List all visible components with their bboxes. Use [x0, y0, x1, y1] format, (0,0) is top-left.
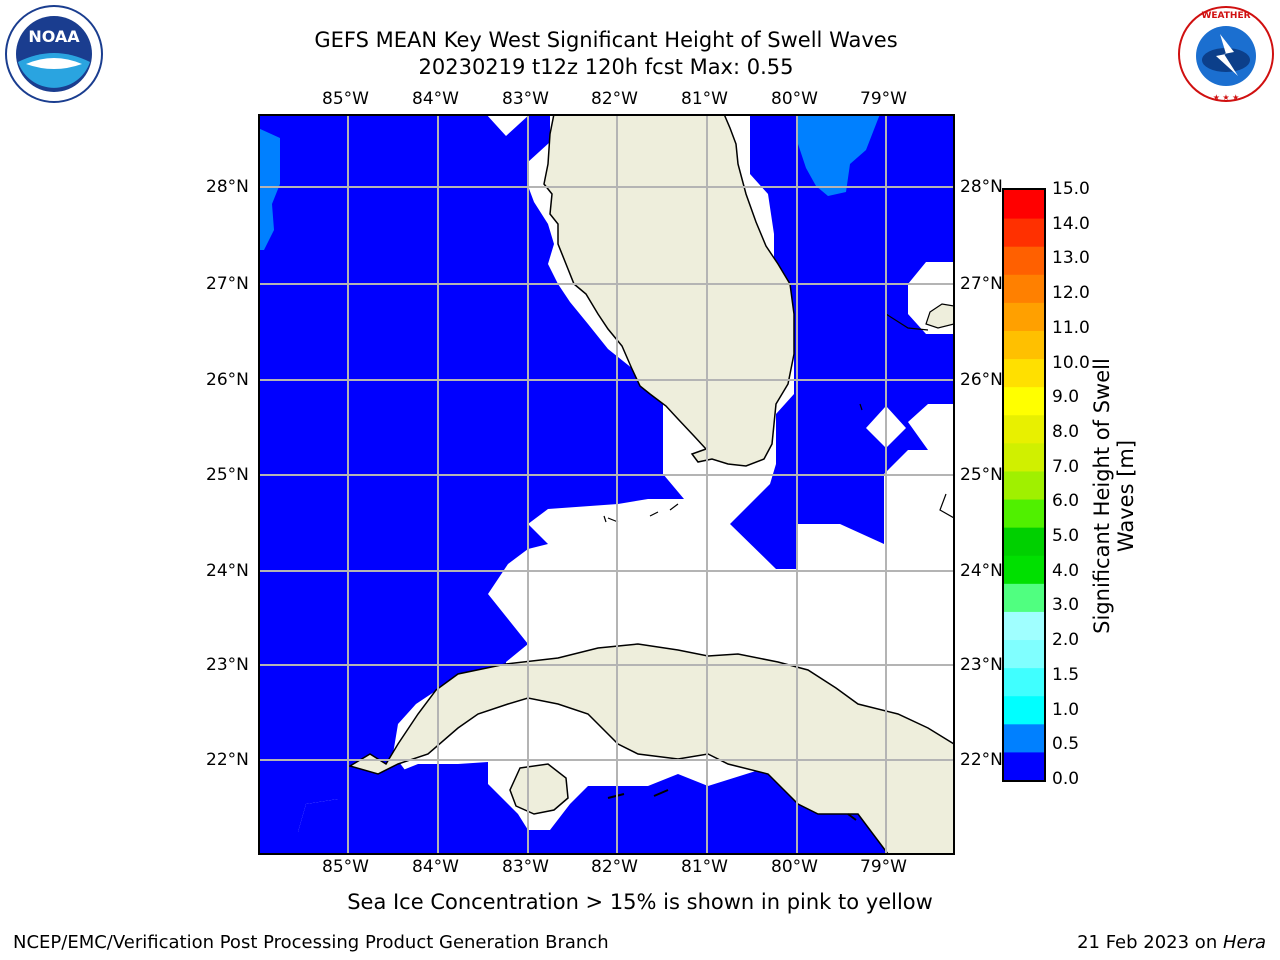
- colorbar-tick-label: 7.0: [1052, 456, 1080, 477]
- colorbar-bin: [1004, 274, 1044, 303]
- colorbar-bin: [1004, 330, 1044, 360]
- lat-label: 22°N: [206, 750, 249, 770]
- lat-label: 28°N: [960, 177, 1003, 197]
- colorbar-bin: [1004, 723, 1044, 753]
- lat-label: 26°N: [206, 370, 249, 390]
- colorbar-tick-label: 1.5: [1052, 664, 1080, 685]
- isle-of-youth: [509, 763, 569, 815]
- colorbar-label: Significant Height of Swell Waves [m]: [1090, 346, 1138, 646]
- lat-label: 25°N: [960, 465, 1003, 485]
- lat-label: 24°N: [206, 561, 249, 581]
- colorbar-bin: [1004, 527, 1044, 556]
- swell-pocket-west: [258, 128, 280, 250]
- footer-credit: NCEP/EMC/Verification Post Processing Pr…: [13, 932, 609, 953]
- svg-text:★ ★ ★: ★ ★ ★: [1213, 93, 1240, 102]
- colorbar-bin: [1004, 499, 1044, 528]
- lon-label: 79°W: [860, 89, 907, 109]
- lat-label: 25°N: [206, 465, 249, 485]
- map-title: GEFS MEAN Key West Significant Height of…: [314, 28, 898, 52]
- colorbar-bin: [1004, 555, 1044, 584]
- colorbar-bin: [1004, 583, 1044, 612]
- colorbar-bin: [1004, 695, 1044, 725]
- colorbar-border: [1002, 188, 1046, 782]
- swell-region-west: [258, 114, 684, 832]
- florida-landmass: [543, 114, 795, 467]
- colorbar-bin: [1004, 442, 1044, 472]
- colorbar-tick-label: 15.0: [1052, 179, 1090, 199]
- colorbar-tick-label: 6.0: [1052, 491, 1080, 512]
- colorbar-label-line2: Waves [m]: [1114, 439, 1138, 553]
- colorbar: [1002, 188, 1046, 782]
- graticule: [258, 114, 954, 854]
- lat-label: 27°N: [206, 274, 249, 294]
- lon-label: 80°W: [771, 89, 818, 109]
- colorbar-tick-label: 12.0: [1052, 283, 1090, 304]
- lat-label: 24°N: [960, 561, 1003, 581]
- colorbar-tick-label: 13.0: [1052, 248, 1090, 269]
- colorbar-bin: [1004, 386, 1044, 416]
- lon-label: 85°W: [322, 89, 369, 109]
- colorbar-tick-label: 1.0: [1052, 699, 1080, 720]
- colorbar-tick-label: 8.0: [1052, 421, 1080, 442]
- colorbar-bin: [1004, 190, 1044, 219]
- swell-pocket-east: [798, 114, 880, 196]
- colorbar-bin: [1004, 470, 1044, 500]
- swell-region-east: [730, 114, 954, 569]
- colorbar-tick-label: 11.0: [1052, 317, 1090, 338]
- lat-label: 23°N: [206, 655, 249, 675]
- footer-host: Hera: [1222, 932, 1266, 953]
- lat-label: 23°N: [960, 655, 1003, 675]
- lon-label: 84°W: [412, 857, 459, 877]
- lon-label: 82°W: [591, 89, 638, 109]
- colorbar-bin: [1004, 667, 1044, 697]
- colorbar-bin: [1004, 246, 1044, 275]
- lat-label: 27°N: [960, 274, 1003, 294]
- colorbar-tick-label: 4.0: [1052, 560, 1080, 581]
- colorbar-bin: [1004, 751, 1044, 781]
- colorbar-bin: [1004, 639, 1044, 669]
- lat-label: 28°N: [206, 177, 249, 197]
- lon-label: 83°W: [502, 89, 549, 109]
- lon-label: 83°W: [502, 857, 549, 877]
- colorbar-bin: [1004, 414, 1044, 444]
- colorbar-bin: [1004, 358, 1044, 388]
- footer-date: 21 Feb 2023 on Hera: [1077, 932, 1266, 953]
- svg-text:WEATHER: WEATHER: [1201, 11, 1250, 21]
- noaa-logo-text: NOAA: [28, 27, 80, 46]
- colorbar-label-line1: Significant Height of Swell: [1090, 358, 1114, 634]
- lon-label: 85°W: [322, 857, 369, 877]
- colorbar-tick-label: 2.0: [1052, 630, 1080, 651]
- lon-label: 84°W: [412, 89, 459, 109]
- sea-ice-note: Sea Ice Concentration > 15% is shown in …: [347, 890, 933, 914]
- map-subtitle: 20230219 t12z 120h fcst Max: 0.55: [418, 55, 794, 79]
- colorbar-tick-label: 5.0: [1052, 526, 1080, 547]
- colorbar-tick-label: 0.0: [1052, 769, 1080, 789]
- swell-region-south: [258, 762, 888, 854]
- lon-label: 81°W: [681, 89, 728, 109]
- colorbar-tick-label: 10.0: [1052, 352, 1090, 373]
- lat-label: 26°N: [960, 370, 1003, 390]
- noaa-logo: NOAA: [5, 5, 103, 103]
- colorbar-tick-label: 3.0: [1052, 595, 1080, 616]
- footer-date-text: 21 Feb 2023 on: [1077, 932, 1223, 953]
- map-panel: [258, 114, 955, 855]
- lon-label: 79°W: [860, 857, 907, 877]
- lon-label: 82°W: [591, 857, 638, 877]
- colorbar-bin: [1004, 302, 1044, 331]
- colorbar-tick-label: 0.5: [1052, 734, 1080, 755]
- colorbar-bin: [1004, 611, 1044, 641]
- lat-label: 22°N: [960, 750, 1003, 770]
- colorbar-bin: [1004, 218, 1044, 247]
- colorbar-tick-label: 14.0: [1052, 213, 1090, 234]
- colorbar-tick-label: 9.0: [1052, 387, 1080, 408]
- nws-logo: WEATHER ★ ★ ★: [1178, 6, 1274, 102]
- lon-label: 80°W: [771, 857, 818, 877]
- lon-label: 81°W: [681, 857, 728, 877]
